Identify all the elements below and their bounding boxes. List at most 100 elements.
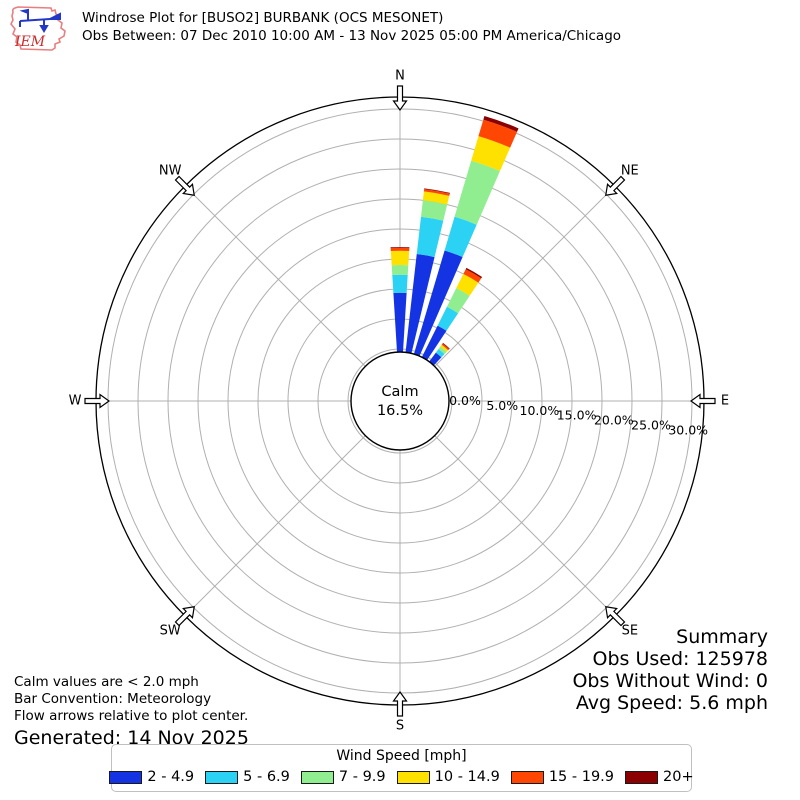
legend-swatch-1 [109,770,143,784]
legend-item: 20+ [625,769,694,785]
summary-avg-speed: Avg Speed: 5.6 mph [575,692,768,714]
windrose-bar-segment [391,264,409,275]
page-header: IEM Windrose Plot for [BUSO2] BURBANK (O… [8,5,621,53]
summary-obs-without-wind: Obs Without Wind: 0 [572,670,768,692]
windrose-bar-segment [393,292,407,353]
windrose-bar-segment [390,247,410,252]
radial-tick-label: 5.0% [486,398,518,413]
legend-item-label: 20+ [663,769,694,785]
flow-arrow-w [84,393,111,409]
summary-obs-used: Obs Used: 125978 [592,648,768,670]
grid-spoke [184,185,366,367]
legend-swatch-4 [396,770,430,784]
legend-item-label: 10 - 14.9 [434,769,500,785]
iem-logo: IEM [10,6,66,51]
legend-item: 5 - 6.9 [205,769,290,785]
radial-tick-label: 0.0% [449,393,481,408]
legend-box: Wind Speed [mph] 2 - 4.9 5 - 6.9 7 - 9.9 10… [109,744,694,792]
compass-label-sw: SW [160,623,181,638]
radial-tick-label: 20.0% [594,413,634,428]
legend-item-label: 5 - 6.9 [243,769,290,785]
legend-item: 2 - 4.9 [109,769,194,785]
plot-titles: Windrose Plot for [BUSO2] BURBANK (OCS M… [82,5,621,45]
windrose-bar-segment [423,189,450,196]
windrose-bar-segment [442,342,450,350]
windrose-bar-segment [483,115,519,132]
windrose-bar-segment [471,136,511,172]
flow-arrow-s [392,690,408,717]
legend-item: 10 - 14.9 [396,769,500,785]
legend-row: 2 - 4.9 5 - 6.9 7 - 9.9 10 - 14.9 15 - 19.9 2… [109,769,694,785]
windrose-bar-segment [441,343,450,351]
windrose-bar-segment [429,352,442,366]
windrose-bar-segment [390,250,410,266]
windrose-bar-segment [456,273,479,296]
windrose-bar-segment [413,250,463,357]
windrose-bar-segment [422,191,450,205]
radial-tick-label: 25.0% [631,418,671,433]
calm-circle [350,351,450,451]
compass-label-s: S [396,719,404,734]
windrose-bar-segment [421,325,447,361]
notes-block: Calm values are < 2.0 mph Bar Convention… [14,674,249,749]
legend-swatch-3 [300,770,334,784]
compass-label-w: W [69,394,82,409]
windrose-bar-segment [435,348,445,358]
windrose-bar-segment [440,344,449,352]
legend-item-label: 7 - 9.9 [338,769,386,785]
windrose-bar-segment [424,188,450,194]
legend-swatch-2 [205,770,239,784]
windrose-bar-segment [421,200,448,221]
iem-logo-text: IEM [14,34,46,50]
flow-arrow-ne [605,175,626,196]
windrose-bar-segment [454,160,500,225]
grid-spoke [434,435,616,617]
compass-label-nw: NW [159,164,182,179]
windrose-bar-segment [392,274,408,293]
legend-swatch-6 [625,770,659,784]
windrose-bar-segment [465,267,483,279]
windrose-bar-segment [478,119,518,148]
summary-title: Summary [676,626,768,648]
legend-swatch-5 [510,770,544,784]
windrose-bar-segment [438,346,447,355]
compass-label-n: N [395,69,405,84]
windrose-bar-segment [463,269,482,283]
flow-arrow-e [689,393,716,409]
weather-vane-icon [19,8,61,33]
legend-item-label: 2 - 4.9 [147,769,195,785]
flow-arrow-n [392,85,408,112]
radial-tick-label: 30.0% [668,422,708,437]
summary-block: Summary Obs Used: 125978 Obs Without Win… [572,626,768,714]
grid-spoke [184,435,366,617]
plot-subtitle: Obs Between: 07 Dec 2010 10:00 AM - 13 N… [82,28,622,44]
legend-item: 7 - 9.9 [300,769,386,785]
windrose-bar-segment [390,247,410,249]
note-convention: Bar Convention: Meteorology [14,691,212,707]
windrose-bar-segment [405,253,435,354]
legend-title: Wind Speed [mph] [336,748,467,764]
grid-spoke [434,185,616,367]
note-generated: Generated: 14 Nov 2025 [14,727,249,749]
flow-arrow-sw [174,606,195,627]
plot-title: Windrose Plot for [BUSO2] BURBANK (OCS M… [82,10,444,26]
flow-arrow-nw [174,175,195,196]
windrose-bar-segment [446,288,470,314]
compass-label-se: SE [622,623,638,638]
calm-value: 16.5% [377,403,423,419]
calm-label: Calm [381,384,418,400]
legend-item-label: 15 - 19.9 [548,769,615,785]
note-arrows: Flow arrows relative to plot center. [14,708,249,724]
windrose-bar-segment [437,306,459,331]
radial-tick-label: 15.0% [557,408,597,423]
windrose-bar-segment [416,216,444,258]
compass-label-ne: NE [621,164,639,179]
compass-label-e: E [721,394,729,409]
radial-tick-label: 10.0% [520,403,560,418]
windrose-bar-segment [444,216,477,258]
note-calm: Calm values are < 2.0 mph [14,674,199,690]
legend-item: 15 - 19.9 [510,769,615,785]
flow-arrow-se [605,606,626,627]
